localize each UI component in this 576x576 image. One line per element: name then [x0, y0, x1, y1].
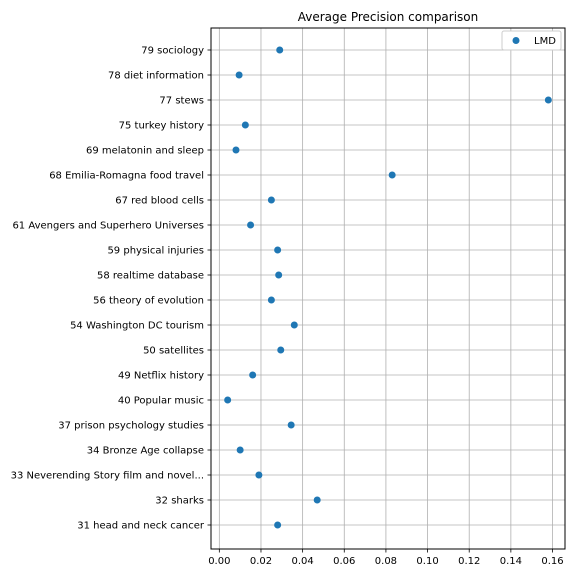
plot-frame	[210, 27, 566, 550]
y-tick-label: 56 theory of evolution	[93, 296, 204, 307]
data-point	[313, 496, 321, 504]
data-point	[267, 196, 275, 204]
x-tick-label: 0.00	[208, 556, 230, 567]
data-points	[224, 46, 552, 529]
y-tick-label: 61 Avengers and Superhero Universes	[12, 221, 204, 232]
y-tick-label: 67 red blood cells	[115, 196, 204, 207]
y-tick-label: 58 realtime database	[97, 271, 204, 282]
data-point	[249, 371, 257, 379]
legend-marker	[512, 37, 520, 44]
x-tick-label: 0.14	[500, 556, 522, 567]
data-point	[277, 346, 285, 354]
y-tick-label: 77 stews	[159, 96, 204, 107]
data-point	[544, 96, 552, 104]
data-point	[290, 321, 298, 329]
data-point	[275, 271, 283, 279]
x-tick-label: 0.02	[250, 556, 272, 567]
y-tick-label: 31 head and neck cancer	[77, 521, 205, 532]
y-tick-label: 59 physical injuries	[107, 246, 204, 257]
y-tick-label: 75 turkey history	[119, 121, 204, 132]
y-tick-label: 32 sharks	[155, 496, 204, 507]
y-tick-label: 37 prison psychology studies	[58, 421, 204, 432]
legend-label: LMD	[534, 36, 556, 47]
data-point	[287, 421, 295, 429]
y-tick-label: 40 Popular music	[118, 396, 204, 407]
data-point	[236, 446, 244, 454]
data-point	[267, 296, 275, 304]
data-point	[274, 521, 282, 529]
x-tick-label: 0.10	[416, 556, 438, 567]
data-point	[247, 221, 255, 229]
y-tick-labels: 79 sociology 78 diet information 77 stews 7…	[11, 46, 211, 532]
y-tick-label: 68 Emilia-Romagna food travel	[49, 171, 204, 182]
y-tick-label: 79 sociology	[141, 46, 204, 57]
x-tick-label: 0.16	[541, 556, 563, 567]
y-tick-label: 49 Netflix history	[118, 371, 204, 382]
x-tick-label: 0.12	[458, 556, 480, 567]
grid-lines	[211, 28, 565, 549]
data-point	[388, 171, 396, 179]
y-tick-label: 50 satellites	[143, 346, 204, 357]
data-point	[235, 71, 243, 79]
y-tick-label: 33 Neverending Story film and novel...	[11, 471, 204, 482]
data-point	[274, 246, 282, 254]
legend: LMD	[501, 30, 562, 51]
x-tick-labels: 0.00 0.02 0.04 0.06 0.08 0.10 0.12 0.14 0.16	[208, 549, 564, 567]
data-point	[255, 471, 263, 479]
x-tick-label: 0.08	[375, 556, 397, 567]
data-point	[276, 46, 284, 54]
y-tick-label: 54 Washington DC tourism	[70, 321, 204, 332]
x-tick-label: 0.06	[333, 556, 355, 567]
data-point	[224, 396, 232, 404]
chart-title: Average Precision comparison	[298, 10, 479, 24]
y-tick-label: 69 melatonin and sleep	[86, 146, 204, 157]
y-tick-label: 78 diet information	[108, 71, 204, 82]
data-point	[232, 146, 240, 154]
legend-box	[501, 30, 562, 51]
data-point	[241, 121, 249, 129]
x-tick-label: 0.04	[291, 556, 313, 567]
y-tick-label: 34 Bronze Age collapse	[87, 446, 204, 457]
